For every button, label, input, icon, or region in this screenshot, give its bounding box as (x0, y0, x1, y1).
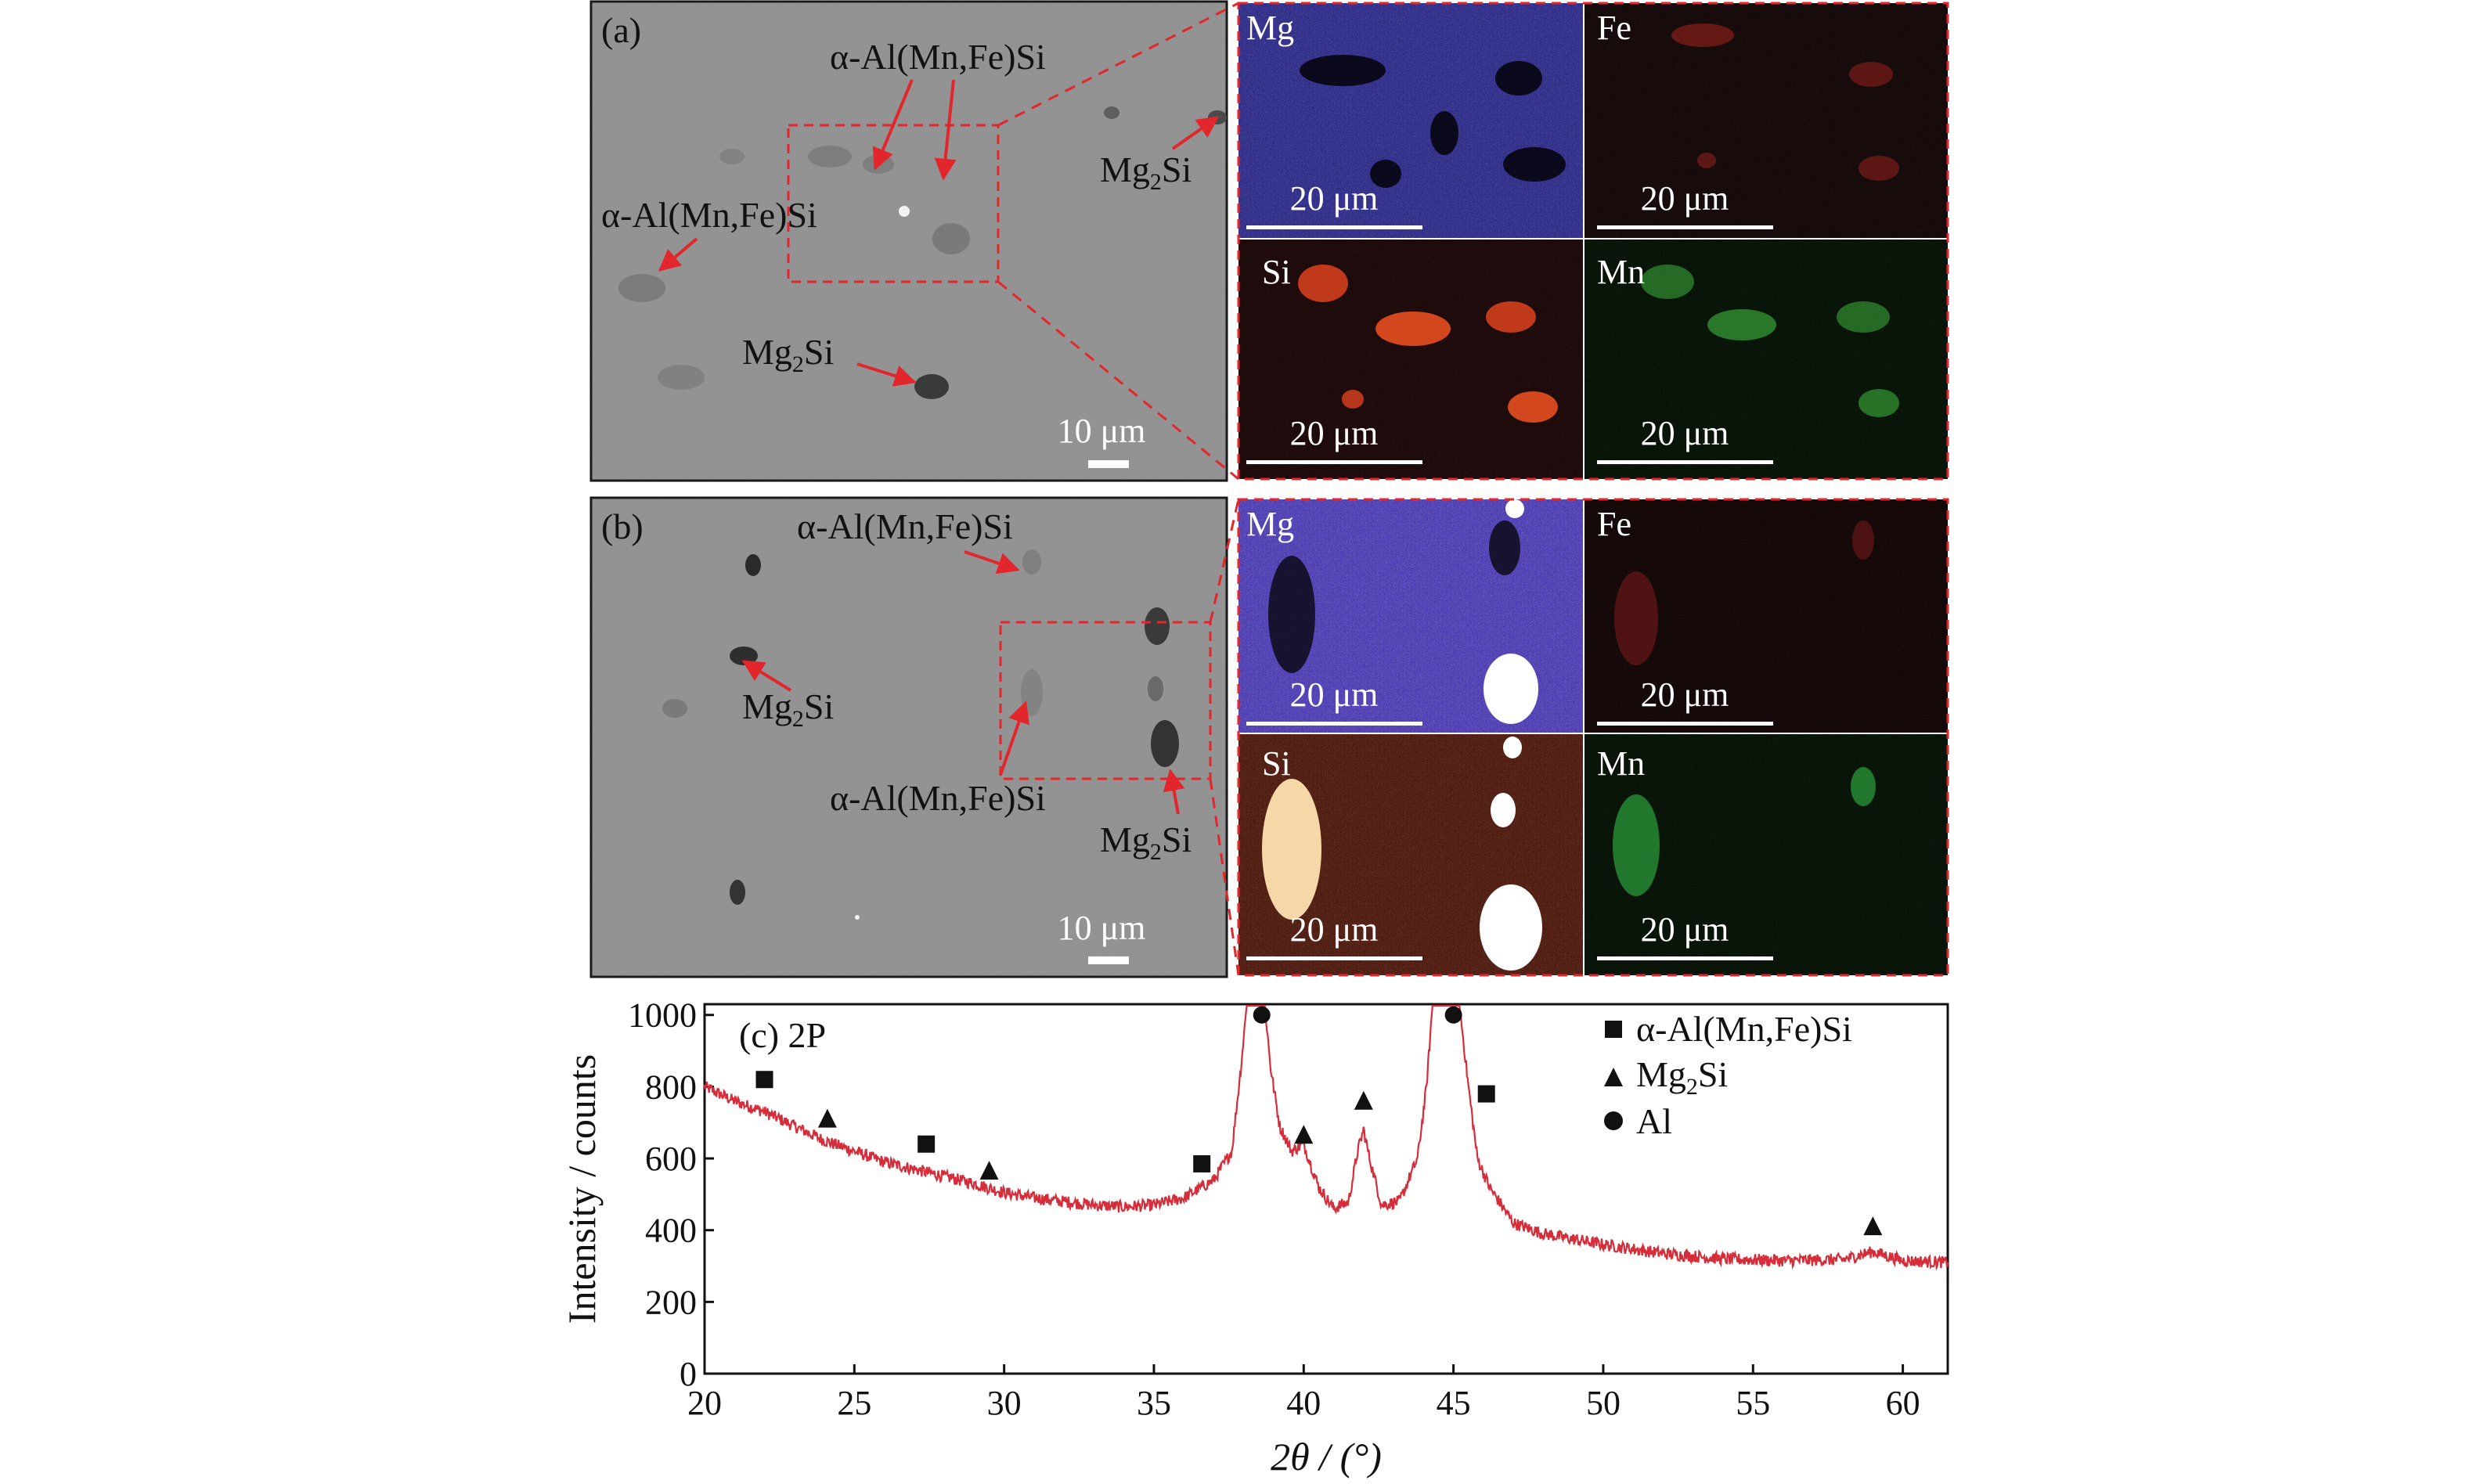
annotation-mg2si-right-a: Mg2Si (1100, 149, 1192, 195)
x-tick-label: 20 (687, 1384, 722, 1422)
y-axis-label: Intensity / counts (560, 1054, 604, 1324)
panel-a: 10 μm (a) α-Al(Mn,Fe)Si α-Al(Mn,Fe)Si Mg… (589, 0, 1949, 482)
marker-mg2si-phase (1354, 1090, 1373, 1110)
eds-b-mg-label: Mg (1246, 505, 1294, 543)
marker-alpha-phase (918, 1135, 936, 1153)
sem-image-a: 10 μm (a) α-Al(Mn,Fe)Si α-Al(Mn,Fe)Si Mg… (589, 0, 1228, 482)
y-tick-label: 200 (645, 1283, 697, 1321)
eds-b-mg-scale: 20 μm (1290, 675, 1379, 714)
eds-a-fe-scale: 20 μm (1641, 179, 1729, 218)
legend-label-alpha: α-Al(Mn,Fe)Si (1636, 1009, 1852, 1049)
x-tick-label: 55 (1736, 1384, 1770, 1422)
eds-b-fe-scale: 20 μm (1641, 675, 1729, 714)
marker-mg2si-phase (1294, 1125, 1314, 1144)
legend-marker-triangle (1604, 1068, 1623, 1086)
marker-mg2si-phase (979, 1161, 999, 1180)
series-line (703, 1004, 1949, 1271)
eds-b-mn-label: Mn (1597, 744, 1645, 783)
marker-mg2si-phase (817, 1108, 837, 1128)
eds-a-fe-label: Fe (1597, 9, 1631, 47)
marker-mg2si-phase (1863, 1216, 1883, 1236)
annotation-mg2si-right-b: Mg2Si (1100, 819, 1192, 865)
legend-label-al: Al (1636, 1101, 1672, 1141)
scale-bar-label-b: 10 μm (1058, 909, 1146, 947)
y-tick-label: 600 (645, 1140, 697, 1178)
eds-a-mn-scale: 20 μm (1641, 414, 1729, 452)
marker-al-phase (1253, 1006, 1271, 1024)
chart-title: (c) 2P (739, 1015, 826, 1055)
x-tick-label: 45 (1437, 1384, 1471, 1422)
y-tick-label: 0 (680, 1355, 697, 1393)
y-tick-label: 400 (645, 1212, 697, 1250)
eds-a-mg-scale: 20 μm (1290, 179, 1379, 218)
legend: α-Al(Mn,Fe)Si Mg2Si Al (1604, 1009, 1852, 1141)
x-tick-label: 50 (1586, 1384, 1621, 1422)
eds-a-si-scale: 20 μm (1290, 414, 1379, 452)
legend-label-mg2si: Mg2Si (1636, 1054, 1728, 1100)
eds-a-si-label: Si (1262, 253, 1291, 291)
eds-b-fe-label: Fe (1597, 505, 1631, 543)
phase-markers (755, 1006, 1883, 1236)
sem-image-b: 10 μm (b) α-Al(Mn,Fe)Si Mg2Si α-Al(Mn,Fe… (589, 496, 1228, 978)
panel-b-label: (b) (601, 506, 644, 546)
annotation-alpha-top-b: α-Al(Mn,Fe)Si (797, 506, 1013, 546)
x-tick-label: 25 (837, 1384, 871, 1422)
marker-al-phase (1444, 1006, 1462, 1024)
eds-b-mn-scale: 20 μm (1641, 910, 1729, 949)
legend-marker-square (1605, 1021, 1622, 1038)
x-tick-label: 40 (1286, 1384, 1321, 1422)
marker-alpha-phase (755, 1071, 773, 1089)
scale-bar-label-a: 10 μm (1058, 412, 1146, 450)
x-tick-label: 60 (1886, 1384, 1920, 1422)
annotation-alpha-top-a: α-Al(Mn,Fe)Si (830, 37, 1046, 77)
x-tick-label: 35 (1137, 1384, 1171, 1422)
plot-area (703, 1003, 1949, 1375)
eds-a-mn-label: Mn (1597, 253, 1645, 291)
annotation-mg2si-left-b: Mg2Si (742, 686, 834, 732)
eds-b-si-scale: 20 μm (1290, 910, 1379, 949)
xrd-chart: 20 25 30 35 40 45 50 55 60 0 200 400 600 800 1000 (c)… (560, 996, 1949, 1479)
x-tick-label: 30 (987, 1384, 1022, 1422)
eds-a-mg-label: Mg (1246, 9, 1294, 47)
y-axis: 0 200 400 600 800 1000 (628, 996, 714, 1393)
annotation-alpha-left-a: α-Al(Mn,Fe)Si (601, 195, 817, 235)
legend-marker-circle (1604, 1111, 1623, 1130)
eds-maps-b: Mg 20 μm Fe 20 μm Si 20 μm Mn 20 μm (1237, 498, 1949, 977)
x-axis: 20 25 30 35 40 45 50 55 60 (687, 1364, 1920, 1422)
eds-b-si-label: Si (1262, 744, 1291, 783)
y-tick-label: 800 (645, 1068, 697, 1106)
annotation-mg2si-bottom-a: Mg2Si (742, 332, 834, 377)
annotation-alpha-bottom-b: α-Al(Mn,Fe)Si (830, 778, 1046, 818)
y-tick-label: 1000 (628, 996, 697, 1035)
marker-alpha-phase (1193, 1154, 1211, 1172)
panel-a-label: (a) (601, 10, 641, 50)
x-axis-label: 2θ / (°) (1271, 1435, 1382, 1479)
marker-alpha-phase (1477, 1085, 1495, 1103)
eds-maps-a: Mg 20 μm Fe 20 μm Si 20 μm Mn 20 μm (1237, 2, 1949, 481)
panel-b: 10 μm (b) α-Al(Mn,Fe)Si Mg2Si α-Al(Mn,Fe… (589, 496, 1949, 978)
